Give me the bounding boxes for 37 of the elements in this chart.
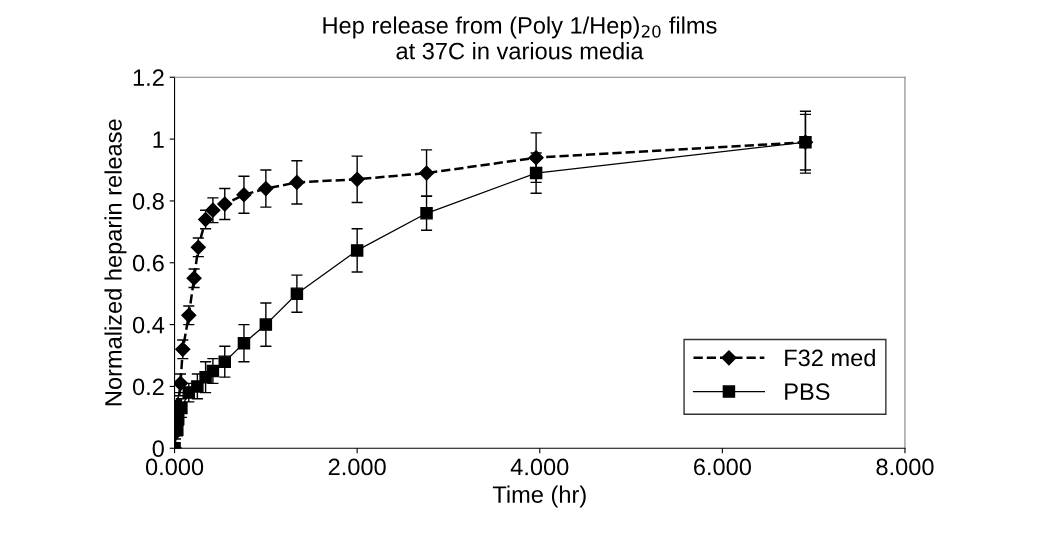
point <box>237 336 251 350</box>
x-tick-label: 4.000 <box>510 458 569 476</box>
point <box>217 196 233 212</box>
x-tick-label: 8.000 <box>876 458 934 476</box>
point <box>799 135 812 149</box>
point <box>206 364 220 378</box>
point <box>258 180 274 197</box>
y-tick-label: 0.6 <box>132 254 164 272</box>
point <box>290 287 304 300</box>
point <box>349 171 365 187</box>
point <box>350 244 364 257</box>
x-tick-label: 6.000 <box>694 458 751 476</box>
legend-label: PBS <box>785 383 830 401</box>
y-tick-label: 0.4 <box>132 316 165 334</box>
point <box>175 401 188 415</box>
y-axis-title: Normalized heparin release <box>104 119 127 406</box>
point <box>236 187 252 203</box>
point <box>420 207 433 220</box>
y-tick-label: 1 <box>153 131 164 148</box>
point <box>174 375 189 391</box>
point <box>205 202 221 218</box>
chart-title: Hep release from (Poly 1/Hep)$_{20}$ films at 37C in various media <box>323 16 717 60</box>
y-tick-label: 0 <box>152 440 164 458</box>
y-tick-label: 1.2 <box>133 69 164 86</box>
legend-label: F32 med <box>785 348 875 367</box>
y-tick-label: 0.8 <box>132 193 164 210</box>
point <box>528 150 544 166</box>
point <box>529 166 543 180</box>
x-axis-title: Time (hr) <box>492 485 586 508</box>
x-tick-label: 2.000 <box>328 458 386 476</box>
point <box>218 355 232 368</box>
x-tick-label: 0.000 <box>145 458 204 476</box>
point <box>289 174 305 190</box>
point <box>259 318 273 331</box>
y-tick-label: 0.2 <box>132 378 164 396</box>
point <box>191 380 204 393</box>
point <box>418 165 435 181</box>
